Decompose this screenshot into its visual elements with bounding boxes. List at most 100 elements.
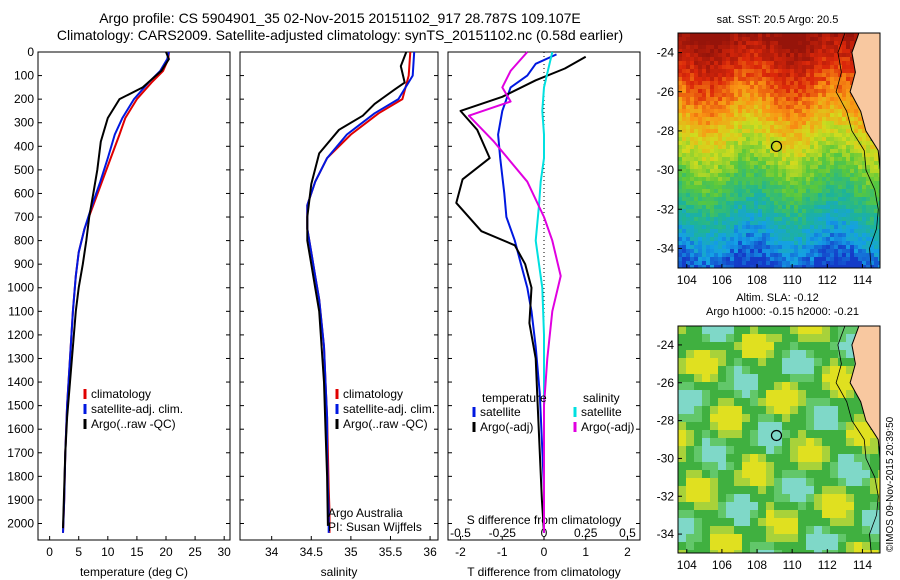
map-field-sst_map <box>678 33 880 268</box>
map-x-tick-label: 114 <box>853 273 872 287</box>
map-y-tick-label: -24 <box>657 46 675 60</box>
y-tick-label: 1900 <box>7 493 34 507</box>
map-y-tick-label: -28 <box>657 124 675 138</box>
map-x-tick-label: 114 <box>853 558 872 572</box>
imos-timestamp: ©IMOS 09-Nov-2015 20:39:50 <box>885 416 896 552</box>
y-tick-label: 1600 <box>7 422 34 436</box>
x-tick-label: 34 <box>265 545 279 559</box>
land-mass <box>849 326 880 553</box>
sla-map-subtitle: Argo h1000: -0.15 h2000: -0.21 <box>706 306 859 318</box>
y-tick-label: 1300 <box>7 351 34 365</box>
x-tick-label: 36 <box>423 545 437 559</box>
y-tick-label: 100 <box>14 69 34 83</box>
title-line-1: Argo profile: CS 5904901_35 02-Nov-2015 … <box>99 10 581 26</box>
legend-entry: Argo(..raw -QC) <box>91 417 176 431</box>
land-mass <box>849 33 880 268</box>
legend-title-salinity: salinity <box>583 391 620 405</box>
map-y-tick-label: -32 <box>657 489 675 503</box>
map-y-tick-label: -34 <box>657 527 675 541</box>
x-axis-label-difference: T difference from climatology <box>467 565 621 579</box>
y-tick-label: 400 <box>14 139 34 153</box>
depth-contour <box>835 326 879 553</box>
map-x-tick-label: 112 <box>818 558 837 572</box>
map-field-sla_map <box>678 326 880 553</box>
legend-entry: climatology <box>343 387 403 401</box>
legend-entry: satellite-adj. clim. <box>343 402 435 416</box>
salinity-diff-tick-label: 0.5 <box>619 526 636 540</box>
map-y-tick-label: -26 <box>657 85 675 99</box>
x-tick-label: 20 <box>159 545 173 559</box>
map-x-tick-label: 108 <box>747 273 767 287</box>
y-tick-label: 1000 <box>7 281 34 295</box>
y-tick-label: 200 <box>14 92 34 106</box>
map-y-tick-label: -28 <box>657 414 675 428</box>
map-x-tick-label: 110 <box>783 273 802 287</box>
y-tick-label: 800 <box>14 234 34 248</box>
x-tick-label: 35 <box>344 545 358 559</box>
y-tick-label: 1400 <box>7 375 34 389</box>
series-line-difference-3 <box>467 51 562 533</box>
map-sla_map <box>677 325 881 554</box>
y-tick-label: 500 <box>14 163 34 177</box>
x-tick-label: 5 <box>75 545 82 559</box>
y-tick-label: 300 <box>14 116 34 130</box>
x-tick-label: 15 <box>130 545 144 559</box>
map-y-tick-label: -24 <box>657 338 675 352</box>
argo-location-marker <box>770 429 783 442</box>
map-x-tick-label: 108 <box>747 558 767 572</box>
salinity-diff-tick-label: 0 <box>541 526 548 540</box>
y-tick-label: 2000 <box>7 516 34 530</box>
x-tick-label: 1 <box>582 545 589 559</box>
x-axis-label-temperature: temperature (deg C) <box>80 565 188 579</box>
series-line-difference-0 <box>497 53 557 533</box>
y-tick-label: 900 <box>14 257 34 271</box>
legend-entry: satellite <box>480 405 521 419</box>
legend-entry: satellite-adj. clim. <box>91 402 183 416</box>
y-tick-label: 1200 <box>7 328 34 342</box>
y-tick-label: 1100 <box>8 304 34 318</box>
x-tick-label: 30 <box>218 545 232 559</box>
legend-entry: Argo(-adj) <box>581 420 634 434</box>
legend-entry: Argo(..raw -QC) <box>343 417 428 431</box>
map-y-tick-label: -30 <box>657 451 675 465</box>
map-frame <box>677 325 881 554</box>
y-tick-label: 700 <box>14 210 34 224</box>
x-tick-label: 34.5 <box>300 545 324 559</box>
x-tick-label: 0 <box>541 545 548 559</box>
salinity-diff-tick-label: 0.25 <box>574 526 598 540</box>
legend-entry: climatology <box>91 387 151 401</box>
y-tick-label: 1800 <box>7 469 34 483</box>
x-tick-label: -2 <box>455 545 466 559</box>
x-tick-label: -1 <box>497 545 508 559</box>
map-frame <box>677 32 881 269</box>
legend-title-temperature: temperature <box>482 391 547 405</box>
y-tick-label: 1500 <box>7 399 34 413</box>
argo-location-marker <box>770 140 783 152</box>
map-y-tick-label: -26 <box>657 376 675 390</box>
y-tick-label: 600 <box>14 186 34 200</box>
plot-frame-salinity <box>239 51 439 541</box>
annotation-line: Argo Australia <box>328 506 403 520</box>
map-x-tick-label: 110 <box>783 558 802 572</box>
map-x-tick-label: 106 <box>712 273 732 287</box>
map-y-tick-label: -30 <box>657 163 675 177</box>
plot-frame-temperature <box>37 51 231 541</box>
x-tick-label: 35.5 <box>379 545 403 559</box>
salinity-diff-tick-label: -0.25 <box>489 526 517 540</box>
depth-contour <box>835 33 879 268</box>
series-line-temperature-2 <box>62 51 170 529</box>
x-tick-label: 25 <box>188 545 202 559</box>
series-line-difference-1 <box>455 55 587 533</box>
x-tick-label: 10 <box>101 545 115 559</box>
y-tick-label: 1700 <box>7 446 34 460</box>
x-axis-label-salinity: salinity <box>321 565 358 579</box>
annotation-line: PI: Susan Wijffels <box>328 520 422 534</box>
sst-map-title: sat. SST: 20.5 Argo: 20.5 <box>716 14 839 26</box>
series-line-salinity-2 <box>306 51 408 526</box>
salinity-diff-tick-label: -0.5 <box>450 526 471 540</box>
map-y-tick-label: -34 <box>657 241 675 255</box>
sla-map-title: Altim. SLA: -0.12 <box>736 292 819 304</box>
y-tick-label: 0 <box>27 45 34 59</box>
x-tick-label: 0 <box>46 545 53 559</box>
